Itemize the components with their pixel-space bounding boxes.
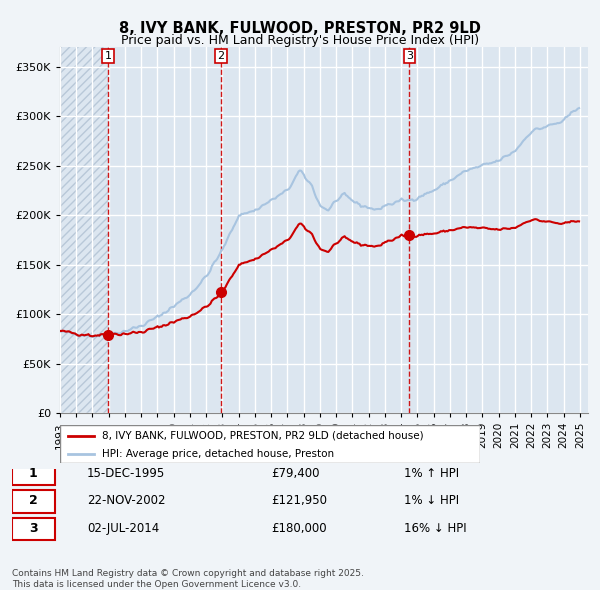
FancyBboxPatch shape [12, 463, 55, 486]
Text: £121,950: £121,950 [271, 494, 327, 507]
Text: 1% ↓ HPI: 1% ↓ HPI [404, 494, 459, 507]
Text: 3: 3 [406, 51, 413, 61]
Text: 22-NOV-2002: 22-NOV-2002 [87, 494, 166, 507]
Text: 02-JUL-2014: 02-JUL-2014 [87, 522, 159, 535]
Text: £180,000: £180,000 [271, 522, 327, 535]
Text: Price paid vs. HM Land Registry's House Price Index (HPI): Price paid vs. HM Land Registry's House … [121, 34, 479, 47]
Text: 2: 2 [217, 51, 224, 61]
Text: 1% ↑ HPI: 1% ↑ HPI [404, 467, 459, 480]
FancyBboxPatch shape [12, 490, 55, 513]
Text: 1: 1 [29, 467, 38, 480]
FancyBboxPatch shape [60, 425, 480, 463]
Text: 3: 3 [29, 522, 38, 535]
Text: Contains HM Land Registry data © Crown copyright and database right 2025.
This d: Contains HM Land Registry data © Crown c… [12, 569, 364, 589]
FancyBboxPatch shape [12, 518, 55, 540]
Text: 8, IVY BANK, FULWOOD, PRESTON, PR2 9LD: 8, IVY BANK, FULWOOD, PRESTON, PR2 9LD [119, 21, 481, 35]
Text: £79,400: £79,400 [271, 467, 320, 480]
Bar [60, 47, 108, 413]
Text: 8, IVY BANK, FULWOOD, PRESTON, PR2 9LD (detached house): 8, IVY BANK, FULWOOD, PRESTON, PR2 9LD (… [102, 431, 424, 441]
Text: 2: 2 [29, 494, 38, 507]
Bar [60, 47, 108, 413]
Text: 15-DEC-1995: 15-DEC-1995 [87, 467, 165, 480]
Text: 1: 1 [104, 51, 112, 61]
Text: HPI: Average price, detached house, Preston: HPI: Average price, detached house, Pres… [102, 448, 334, 458]
Text: 16% ↓ HPI: 16% ↓ HPI [404, 522, 466, 535]
